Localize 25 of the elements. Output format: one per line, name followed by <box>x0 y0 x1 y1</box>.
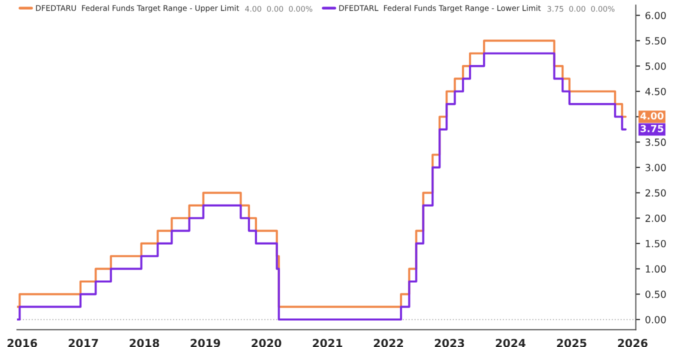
y-tick-label: 5.00 <box>646 62 666 70</box>
y-tick-label: 3.00 <box>646 164 666 172</box>
x-tick-label: 2019 <box>190 338 220 347</box>
x-tick-label: 2017 <box>68 338 98 347</box>
x-tick-label: 2023 <box>434 338 464 347</box>
x-tick-label: 2026 <box>618 338 648 347</box>
x-tick-label: 2018 <box>130 338 160 347</box>
x-tick-label: 2025 <box>557 338 586 347</box>
data-label: 4.00 <box>640 112 664 120</box>
y-tick-label: 4.50 <box>645 88 666 96</box>
x-tick-label: 2020 <box>252 338 282 347</box>
y-tick-label: 6.00 <box>646 12 666 20</box>
x-tick-label: 2021 <box>312 338 342 347</box>
x-tick-label: 2024 <box>496 338 526 347</box>
y-tick-label: 1.50 <box>646 240 666 248</box>
y-tick-label: 3.50 <box>646 138 666 146</box>
y-tick-label: 2.50 <box>646 189 666 197</box>
x-tick-label: 2016 <box>8 338 38 347</box>
y-tick-label: 2.00 <box>646 214 666 222</box>
y-tick-label: 0.00 <box>645 316 666 324</box>
y-tick-label: 5.50 <box>646 37 666 45</box>
y-tick-label: 1.00 <box>646 265 666 273</box>
x-tick-label: 2022 <box>374 338 403 347</box>
data-label: 3.75 <box>640 124 664 132</box>
y-tick-label: 0.50 <box>645 290 666 298</box>
